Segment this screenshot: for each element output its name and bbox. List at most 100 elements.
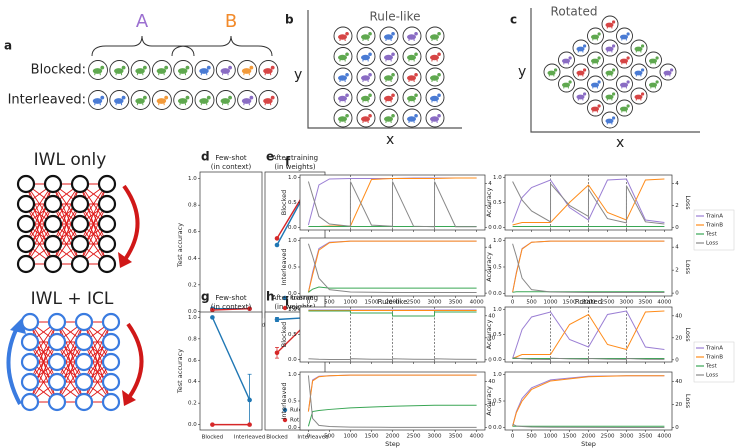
series-line (211, 317, 251, 401)
tick-label: 4 (675, 181, 679, 187)
animal-body (620, 82, 628, 88)
neuron (20, 372, 40, 392)
animal-body (135, 98, 145, 104)
animal-body (407, 54, 416, 61)
animal-body (220, 98, 231, 104)
animal-head (437, 52, 441, 57)
animal-body (591, 58, 599, 64)
neuron (47, 332, 67, 352)
tick-label: 0 (675, 425, 679, 431)
series-line (308, 286, 477, 293)
animal-body (591, 34, 599, 40)
tick-label: 0.0 (288, 357, 297, 363)
animal-head (597, 80, 601, 84)
tick-label: 2000 (386, 300, 400, 306)
neuron (16, 174, 36, 194)
tick-label: 1.0 (493, 175, 502, 181)
animal-body (338, 34, 347, 40)
tick-label: 0.5 (493, 332, 502, 338)
neuron (74, 392, 94, 412)
animal-body (361, 34, 370, 40)
animal-body (241, 68, 252, 74)
panel-label: a (4, 39, 12, 53)
neuron (70, 234, 90, 254)
plot-frame (299, 237, 486, 297)
panel-label: h (266, 290, 275, 304)
row-label: Blocked: (31, 63, 86, 78)
tick-label: 0 (511, 300, 515, 306)
row-label: Interleaved: (8, 93, 86, 108)
tick-label: 0 (488, 225, 492, 231)
axis-label: Loss (684, 195, 692, 210)
connection (56, 321, 85, 383)
animal-body (605, 46, 614, 52)
animal-body (384, 54, 393, 61)
animal-head (368, 72, 372, 77)
animal-head (414, 113, 418, 118)
connection (52, 183, 81, 245)
series-line (307, 374, 477, 412)
legend-label: Test (705, 232, 718, 238)
animal-body (338, 116, 347, 122)
tick-label: 2000 (582, 300, 596, 306)
data-point (247, 422, 252, 427)
animal-body (634, 70, 643, 76)
data-point (210, 315, 215, 320)
animal-head (414, 72, 418, 77)
legend-label: TrainA (705, 346, 723, 352)
animal-head (597, 32, 601, 36)
chart-title: After training (272, 154, 318, 162)
series-line (308, 358, 477, 360)
axis-label: Accuracy (485, 188, 493, 218)
animal-body (605, 118, 614, 124)
tick-label: 1500 (563, 300, 577, 306)
animal-body (361, 54, 370, 61)
tick-label: 1000 (343, 434, 357, 440)
legend-label: Loss (706, 241, 718, 247)
tick-label: 20 (488, 335, 495, 341)
axis-label: Test accuracy (176, 349, 184, 394)
tick-label: 0.0 (288, 225, 297, 231)
tick-label: 500 (324, 300, 335, 306)
animal-head (437, 113, 441, 118)
animal-head (345, 93, 349, 98)
chart-title: (in weights) (274, 163, 316, 171)
legend-label: TrainA (705, 214, 723, 220)
animal-head (368, 93, 372, 98)
animal-head (583, 92, 587, 96)
animal-head (597, 104, 601, 108)
tick-label: 0.5 (288, 200, 297, 206)
tick-label: 2 (488, 203, 492, 209)
neuron (47, 392, 67, 412)
neuron (70, 214, 90, 234)
animal-body (605, 22, 614, 28)
animal-body (605, 70, 614, 76)
animal-head (414, 52, 418, 57)
animal-head (142, 95, 147, 100)
tick-label: 20 (488, 402, 495, 408)
tick-label: 20 (675, 402, 682, 408)
animal-head (612, 44, 616, 48)
tick-label: 500 (526, 434, 537, 440)
axis-label: Interleaved (280, 248, 288, 285)
axis-name: x (616, 135, 624, 151)
axis-name: x (386, 132, 394, 148)
tick-label: 3500 (449, 434, 463, 440)
neuron (20, 392, 40, 412)
axis-label: Step (385, 440, 400, 448)
plot-frame (199, 311, 263, 431)
tick-label: 4000 (657, 434, 671, 440)
animal-body (649, 82, 657, 88)
tick-label: 40 (488, 379, 495, 385)
animal-body (430, 75, 439, 81)
tick-label: 0.0 (493, 291, 502, 297)
series-line (512, 291, 665, 293)
neuron (20, 352, 40, 372)
connection (56, 341, 85, 403)
legend-label: Rule-like (290, 296, 314, 302)
tick-label: 2500 (407, 300, 421, 306)
series-line (512, 357, 665, 360)
connection (52, 203, 81, 265)
animal-head (554, 68, 558, 72)
animal-head (437, 31, 441, 36)
